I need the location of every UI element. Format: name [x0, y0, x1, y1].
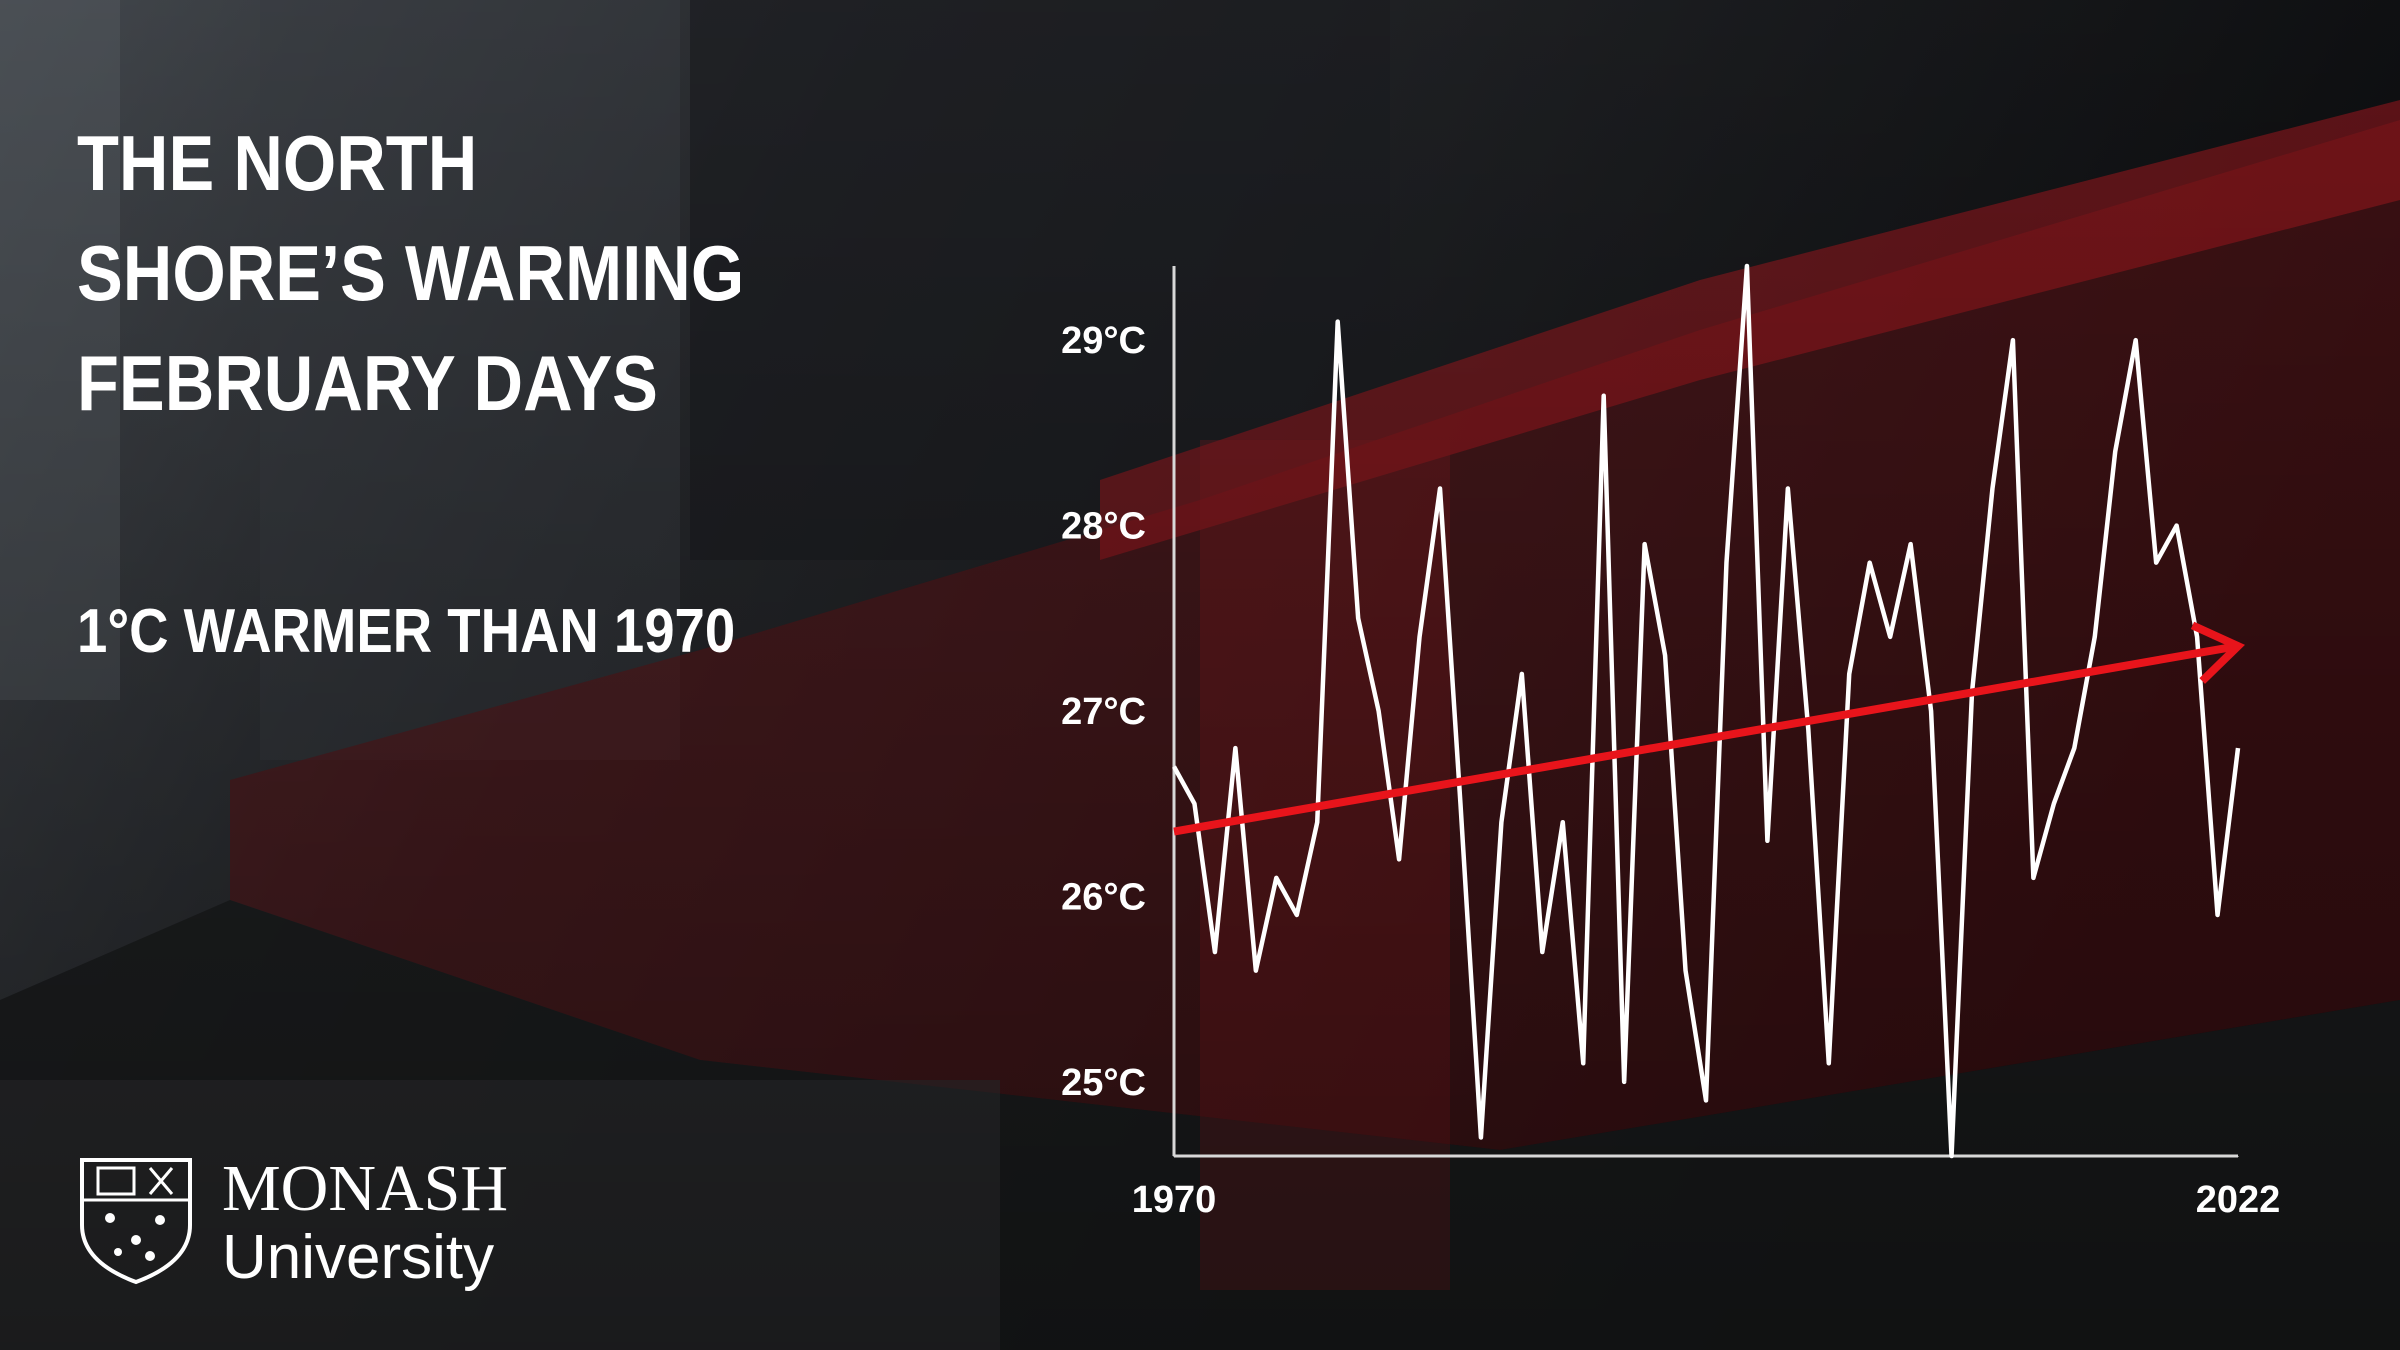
logo: MONASH University — [80, 1152, 508, 1292]
x-tick-label: 2022 — [2196, 1179, 2281, 1221]
title-line: SHORE’S WARMING — [77, 229, 744, 317]
y-tick-label: 27°C — [1061, 691, 1146, 733]
y-tick-label: 28°C — [1061, 506, 1146, 548]
y-tick-label: 25°C — [1061, 1062, 1146, 1104]
title-block: THE NORTH SHORE’S WARMING FEBRUARY DAYS … — [77, 119, 744, 666]
title-line: FEBRUARY DAYS — [77, 339, 658, 427]
y-tick-label: 26°C — [1061, 876, 1146, 918]
subtitle: 1°C WARMER THAN 1970 — [77, 597, 735, 666]
trend-arrowhead — [2190, 621, 2245, 684]
x-tick-label: 1970 — [1132, 1179, 1217, 1221]
y-tick-label: 29°C — [1061, 320, 1146, 362]
temperature-line — [1172, 263, 2241, 1159]
logo-subname: University — [222, 1223, 494, 1292]
logo-name: MONASH — [222, 1152, 508, 1225]
trend-line — [1173, 642, 2239, 836]
title-line: THE NORTH — [77, 119, 477, 207]
